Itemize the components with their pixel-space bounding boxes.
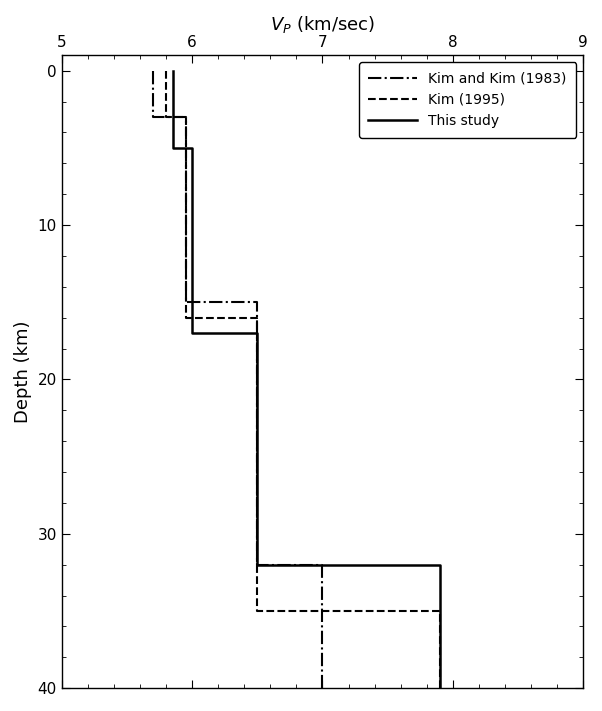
Kim and Kim (1983) (253, 298, 261, 306)
Kim (1995) (163, 66, 170, 75)
Kim (1995) (182, 314, 189, 322)
Kim and Kim (1983) (253, 560, 261, 569)
This study (188, 329, 196, 338)
This study (188, 144, 196, 152)
Kim (1995) (163, 113, 170, 122)
This study (253, 329, 261, 338)
This study (436, 684, 444, 693)
Kim and Kim (1983) (319, 560, 326, 569)
Kim (1995) (436, 606, 444, 615)
Kim and Kim (1983) (319, 684, 326, 693)
X-axis label: $V_P$ (km/sec): $V_P$ (km/sec) (270, 14, 375, 35)
Kim and Kim (1983) (149, 66, 157, 75)
This study (169, 66, 176, 75)
This study (253, 560, 261, 569)
Line: Kim (1995): Kim (1995) (166, 70, 440, 688)
Line: Kim and Kim (1983): Kim and Kim (1983) (153, 70, 323, 688)
Kim and Kim (1983) (182, 113, 189, 122)
Line: This study: This study (173, 70, 440, 688)
Kim (1995) (436, 684, 444, 693)
Kim (1995) (182, 113, 189, 122)
This study (436, 560, 444, 569)
Kim and Kim (1983) (149, 113, 157, 122)
Legend: Kim and Kim (1983), Kim (1995), This study: Kim and Kim (1983), Kim (1995), This stu… (359, 63, 576, 138)
Kim and Kim (1983) (182, 298, 189, 306)
This study (169, 144, 176, 152)
Y-axis label: Depth (km): Depth (km) (14, 321, 32, 423)
Kim (1995) (253, 314, 261, 322)
Kim (1995) (253, 606, 261, 615)
